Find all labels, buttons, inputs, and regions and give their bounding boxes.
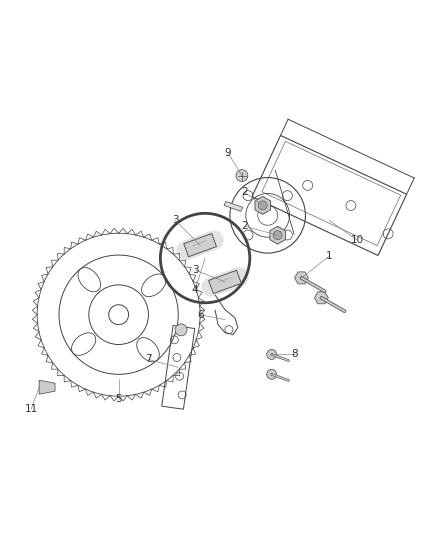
Polygon shape [255, 197, 271, 214]
Circle shape [267, 350, 277, 359]
Text: 3: 3 [172, 215, 179, 225]
Polygon shape [314, 292, 328, 304]
Text: 8: 8 [291, 350, 298, 359]
Circle shape [258, 201, 267, 210]
Circle shape [273, 231, 282, 240]
Polygon shape [39, 380, 55, 394]
Text: 7: 7 [145, 354, 152, 365]
Text: 2: 2 [241, 188, 248, 197]
Polygon shape [294, 272, 308, 284]
Text: 6: 6 [197, 310, 203, 320]
Text: 10: 10 [350, 235, 364, 245]
Text: 5: 5 [115, 394, 122, 404]
Polygon shape [184, 233, 216, 257]
Text: 11: 11 [25, 404, 38, 414]
Polygon shape [208, 270, 241, 294]
Text: 1: 1 [326, 251, 332, 261]
Circle shape [267, 369, 277, 379]
Circle shape [236, 169, 248, 182]
Circle shape [175, 324, 187, 336]
Polygon shape [270, 226, 286, 244]
Text: 2: 2 [241, 221, 248, 231]
Text: 3: 3 [192, 265, 198, 275]
Text: 9: 9 [225, 148, 231, 158]
Text: 4: 4 [192, 285, 198, 295]
Polygon shape [224, 201, 243, 212]
